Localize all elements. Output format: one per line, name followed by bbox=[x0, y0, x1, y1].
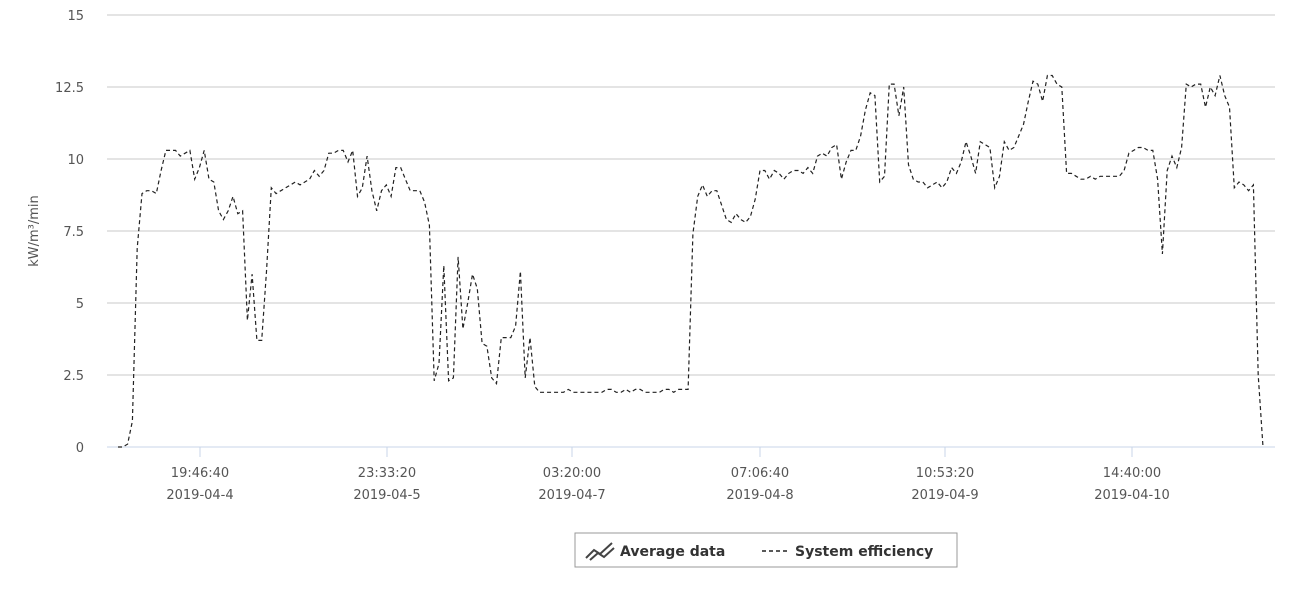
x-tick-time: 07:06:40 bbox=[731, 466, 789, 481]
y-tick-label: 2.5 bbox=[63, 369, 84, 384]
x-tick-time: 14:40:00 bbox=[1103, 466, 1161, 481]
y-tick-label: 0 bbox=[76, 441, 84, 456]
x-tick-time: 23:33:20 bbox=[358, 466, 416, 481]
y-tick-label: 5 bbox=[76, 297, 84, 312]
x-tick-time: 03:20:00 bbox=[543, 466, 601, 481]
y-axis-ticks: 0 2.5 5 7.5 10 12.5 15 bbox=[55, 9, 84, 456]
y-axis-label: kW/m³/min bbox=[27, 195, 42, 267]
x-tick-date: 2019-04-4 bbox=[166, 488, 233, 503]
x-tick-date: 2019-04-8 bbox=[726, 488, 793, 503]
series-line-system-efficiency bbox=[118, 74, 1264, 448]
x-axis-ticks: 19:46:40 2019-04-4 23:33:20 2019-04-5 03:20:… bbox=[166, 447, 1170, 503]
series-layer bbox=[118, 74, 1264, 448]
grid-lines bbox=[107, 14, 1275, 376]
y-tick-label: 15 bbox=[67, 9, 84, 24]
legend-item-average-data[interactable]: Average data bbox=[585, 542, 725, 561]
x-tick-date: 2019-04-5 bbox=[353, 488, 420, 503]
trend-lines-icon bbox=[585, 542, 615, 561]
x-tick-date: 2019-04-7 bbox=[538, 488, 605, 503]
legend-item-system-efficiency[interactable]: System efficiency bbox=[762, 544, 933, 560]
y-tick-label: 10 bbox=[67, 153, 84, 168]
y-tick-label: 12.5 bbox=[55, 81, 84, 96]
legend-label-system-efficiency: System efficiency bbox=[795, 544, 933, 560]
x-tick-date: 2019-04-10 bbox=[1094, 488, 1170, 503]
y-tick-label: 7.5 bbox=[63, 225, 84, 240]
legend-box bbox=[574, 532, 958, 568]
x-tick-time: 10:53:20 bbox=[916, 466, 974, 481]
x-tick-date: 2019-04-9 bbox=[911, 488, 978, 503]
legend: Average data System efficiency bbox=[574, 532, 958, 568]
legend-label-average-data: Average data bbox=[620, 544, 725, 560]
x-tick-time: 19:46:40 bbox=[171, 466, 229, 481]
